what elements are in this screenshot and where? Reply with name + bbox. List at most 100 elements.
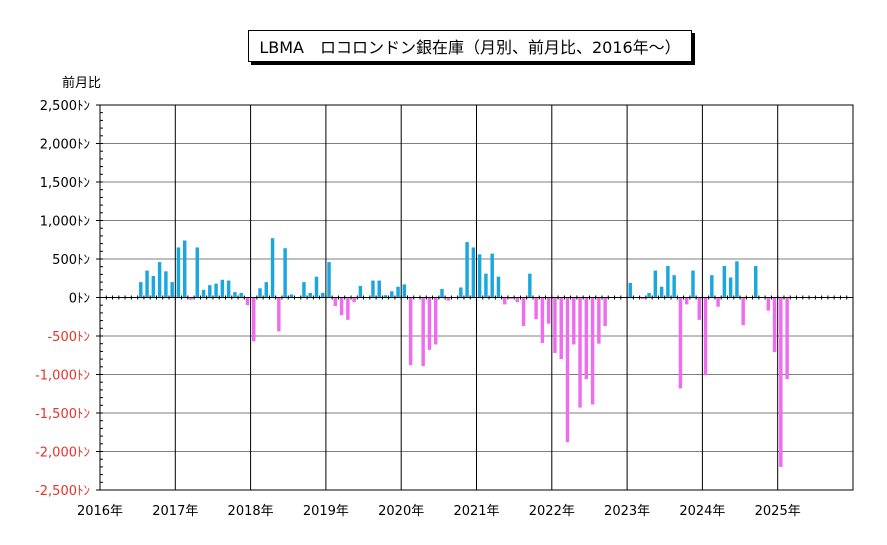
bar <box>534 297 538 320</box>
x-tick-label: 2017年 <box>152 504 198 519</box>
bar <box>509 297 513 300</box>
bar <box>710 275 714 298</box>
bar <box>741 297 745 326</box>
x-tick-label: 2020年 <box>378 504 424 519</box>
bar <box>540 297 545 343</box>
bar <box>754 265 758 298</box>
bar <box>490 253 494 298</box>
bar <box>377 280 381 298</box>
bar <box>603 297 607 326</box>
bar <box>684 297 689 305</box>
bar <box>521 297 526 326</box>
bar <box>176 247 181 298</box>
bar <box>258 288 262 298</box>
bar <box>308 292 312 298</box>
axes <box>96 104 854 491</box>
bar <box>546 297 551 324</box>
bar <box>195 247 199 298</box>
y-tick-label: 2,500ﾄﾝ <box>40 99 90 114</box>
bar <box>252 297 256 342</box>
bar <box>528 273 532 298</box>
bar <box>433 297 438 345</box>
y-axis-label: 前月比 <box>62 76 102 91</box>
bar <box>427 297 432 350</box>
bar <box>164 271 168 298</box>
bar <box>672 275 676 298</box>
bar <box>772 297 777 353</box>
bar <box>653 270 658 298</box>
bar <box>559 297 563 360</box>
x-tick-label: 2018年 <box>228 504 274 519</box>
x-tick-label: 2021年 <box>453 504 499 519</box>
bar <box>440 289 444 298</box>
y-tick-label: 1,500ﾄﾝ <box>40 176 90 191</box>
bar <box>264 282 269 298</box>
bar <box>641 297 645 300</box>
bar <box>628 282 632 298</box>
bar <box>697 297 701 320</box>
bar <box>484 273 488 298</box>
bar <box>314 276 319 298</box>
bar <box>421 297 425 367</box>
bar <box>390 291 394 298</box>
bar <box>678 297 683 389</box>
y-tick-label: -2,000ﾄﾝ <box>35 446 90 461</box>
bar <box>346 297 350 320</box>
bar <box>270 238 275 298</box>
bar <box>716 297 720 307</box>
y-tick-label: -2,500ﾄﾝ <box>35 484 90 499</box>
x-tick-label: 2024年 <box>679 504 725 519</box>
y-tick-label: -1,500ﾄﾝ <box>35 407 90 422</box>
bar <box>703 297 708 376</box>
bar <box>766 297 771 311</box>
bar <box>208 285 212 298</box>
bar <box>396 286 400 298</box>
y-tick-label: -1,000ﾄﾝ <box>35 369 90 384</box>
x-tick-label: 2019年 <box>303 504 349 519</box>
bars <box>139 238 789 467</box>
bar <box>239 292 243 298</box>
y-tick-label: 1,000ﾄﾝ <box>40 215 90 230</box>
chart-title: LBMA ロコロンドン銀在庫（月別、前月比、2016年～） <box>248 30 692 62</box>
bar <box>233 292 237 298</box>
bar <box>327 262 331 298</box>
bar <box>277 297 281 332</box>
bar <box>402 284 407 298</box>
bar <box>584 297 589 380</box>
bar <box>785 297 789 380</box>
bar <box>597 297 601 344</box>
x-tick-label: 2022年 <box>529 504 575 519</box>
bar <box>151 275 156 298</box>
bar <box>691 270 695 298</box>
bar <box>220 279 225 298</box>
y-tick-labels: 2,500ﾄﾝ 2,000ﾄﾝ 1,500ﾄﾝ 1,000ﾄﾝ 500ﾄﾝ 0ﾄﾝ -500… <box>35 99 90 499</box>
y-tick-label: -500ﾄﾝ <box>47 330 90 345</box>
bar <box>728 277 733 298</box>
bar <box>170 282 174 298</box>
bar <box>408 297 413 366</box>
bar <box>471 247 476 298</box>
bar <box>666 265 670 298</box>
bar <box>339 297 344 316</box>
x-tick-label: 2023年 <box>604 504 650 519</box>
bar <box>333 297 338 306</box>
bar <box>515 297 520 303</box>
bar <box>189 297 193 300</box>
bar <box>496 276 501 298</box>
bar <box>477 254 482 298</box>
bar <box>226 280 231 298</box>
bar <box>201 289 206 298</box>
bar <box>358 285 363 298</box>
bar <box>590 297 595 405</box>
y-tick-label: 2,000ﾄﾝ <box>40 138 90 153</box>
bar <box>245 297 250 306</box>
x-tick-label: 2025年 <box>755 504 801 519</box>
bar <box>779 297 783 467</box>
bar <box>503 297 507 305</box>
bar <box>459 287 463 298</box>
bar <box>283 248 287 298</box>
bar <box>735 261 739 298</box>
bar <box>553 297 557 353</box>
bar <box>157 262 162 298</box>
